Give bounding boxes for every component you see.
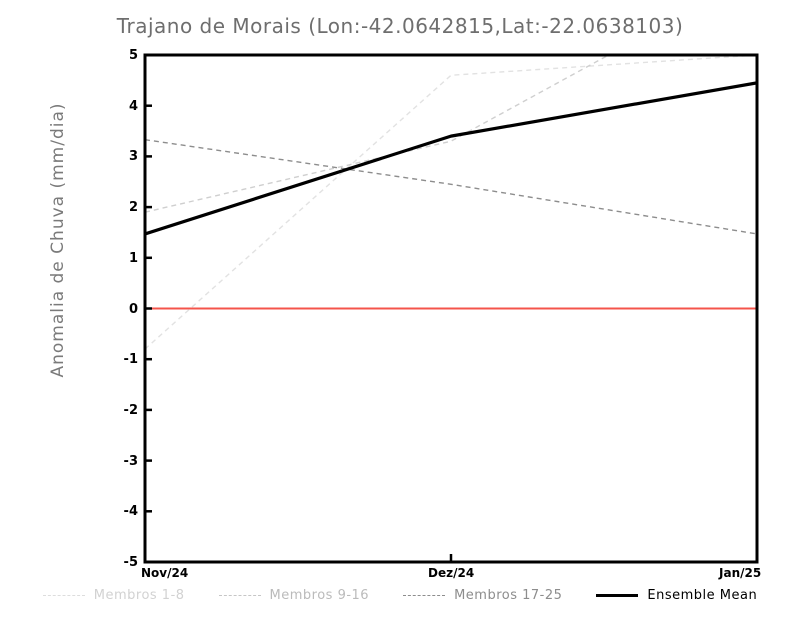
legend-swatch — [42, 595, 85, 596]
legend-label: Membros 9-16 — [269, 588, 370, 603]
legend-swatch — [218, 595, 261, 596]
legend-swatch — [596, 594, 639, 597]
legend-swatch — [403, 595, 446, 596]
legend-label: Ensemble Mean — [647, 588, 758, 603]
y-tick-label: -4 — [123, 504, 138, 520]
legend-item[interactable]: Membros 17-25 — [403, 588, 562, 603]
y-tick-label: 0 — [128, 301, 138, 317]
y-tick-label: 5 — [128, 48, 138, 63]
y-tick-label: -1 — [123, 352, 138, 368]
chart-legend: Membros 1-8 Membros 9-16 Membros 17-25 Ense… — [0, 588, 800, 603]
legend-item[interactable]: Membros 1-8 — [42, 588, 185, 603]
y-tick-label: -2 — [123, 402, 138, 418]
series-line-3 — [145, 81, 757, 236]
x-tick-label: Dez/24 — [428, 566, 475, 580]
series-line-0 — [145, 55, 757, 350]
legend-item[interactable]: Membros 9-16 — [218, 588, 370, 603]
y-tick-label: -5 — [123, 555, 138, 570]
series-group — [145, 55, 757, 350]
x-tick-label: Jan/25 — [719, 566, 762, 580]
y-tick-label: 3 — [128, 149, 138, 165]
y-tick-label: 4 — [128, 98, 138, 114]
legend-label: Membros 17-25 — [454, 588, 563, 603]
chart-title: Trajano de Morais (Lon:-42.0642815,Lat:-… — [116, 14, 684, 38]
series-line-2 — [145, 138, 757, 235]
y-tick-label: 2 — [128, 200, 138, 216]
y-tick-label: -3 — [123, 453, 138, 469]
legend-label: Membros 1-8 — [93, 588, 185, 603]
x-tick-label: Nov/24 — [141, 566, 189, 580]
series-line-1 — [145, 55, 611, 213]
legend-item[interactable]: Ensemble Mean — [596, 588, 757, 603]
y-tick-label: 1 — [128, 250, 138, 266]
